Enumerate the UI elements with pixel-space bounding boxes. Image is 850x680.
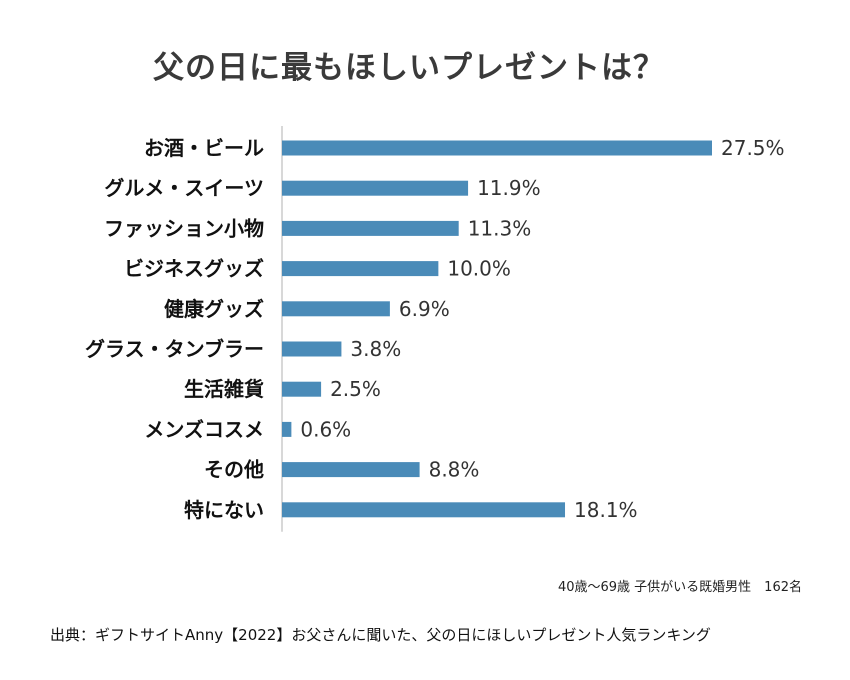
bar: [282, 180, 469, 196]
value-label: 27.5%: [721, 136, 785, 160]
category-label: ファッション小物: [104, 216, 264, 240]
bar: [282, 341, 342, 357]
chart-title: 父の日に最もほしいプレゼントは？: [153, 50, 665, 86]
category-label: 特にない: [184, 498, 264, 522]
bar: [282, 502, 566, 518]
category-label: ビジネスグッズ: [124, 257, 264, 281]
value-label: 8.8%: [429, 458, 480, 482]
value-label: 10.0%: [447, 257, 511, 281]
bar: [282, 261, 439, 277]
bar: [282, 381, 322, 397]
source-note: 出典：ギフトサイトAnny【2022】お父さんに聞いた、父の日にほしいプレゼント…: [50, 626, 711, 644]
value-label: 11.9%: [477, 176, 541, 200]
category-label: 生活雑貨: [184, 377, 264, 401]
value-label: 2.5%: [330, 377, 381, 401]
value-label: 0.6%: [300, 417, 351, 441]
category-label: グラス・タンブラー: [85, 337, 264, 361]
category-label: お酒・ビール: [144, 136, 264, 160]
category-label: メンズコスメ: [144, 417, 264, 441]
bar: [282, 220, 459, 236]
value-label: 3.8%: [350, 337, 401, 361]
sample-note: 40歳〜69歳 子供がいる既婚男性 162名: [557, 580, 802, 595]
value-label: 18.1%: [574, 498, 638, 522]
bar: [282, 301, 390, 317]
value-label: 11.3%: [468, 216, 532, 240]
bar: [282, 140, 712, 156]
category-label: その他: [204, 458, 264, 482]
value-label: 6.9%: [399, 297, 450, 321]
category-label: 健康グッズ: [164, 297, 264, 321]
bar: [282, 462, 420, 478]
bar: [282, 421, 292, 437]
category-label: グルメ・スイーツ: [104, 176, 264, 200]
